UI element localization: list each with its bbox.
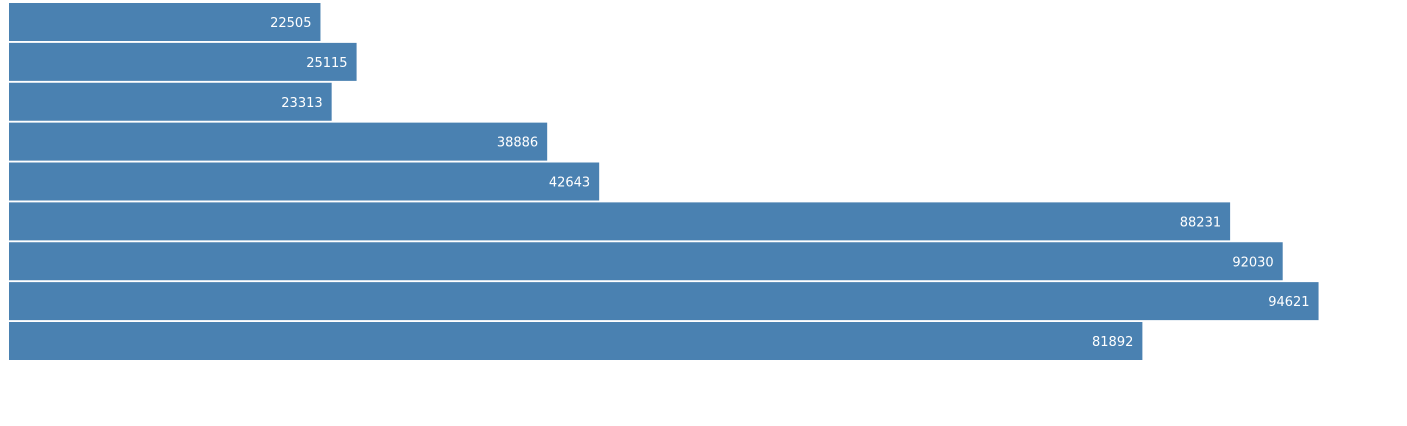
bar-value-label-9: 81892: [1092, 335, 1133, 350]
bar-8: [9, 282, 1319, 321]
bar-value-label-7: 92030: [1232, 255, 1273, 270]
bar-value-label-8: 94621: [1268, 295, 1309, 310]
bar-4: [9, 122, 548, 161]
bar-1: [9, 3, 321, 41]
bar-value-label-4: 38886: [497, 136, 538, 151]
bar-7: [9, 242, 1283, 281]
bar-value-label-6: 88231: [1180, 215, 1221, 230]
bar-9: [9, 322, 1143, 360]
bar-value-label-1: 22505: [270, 16, 311, 31]
bar-value-label-3: 23313: [281, 96, 322, 111]
bar-3: [9, 82, 332, 121]
bar-value-label-2: 25115: [306, 56, 347, 71]
bar-6: [9, 202, 1231, 241]
bars-group: [9, 3, 1319, 360]
bar-labels-group: 22505 25115 23313 38886 42643 88231 92030 94621…: [270, 16, 1309, 350]
bar-value-label-5: 42643: [549, 176, 590, 191]
bar-5: [9, 162, 600, 201]
bar-2: [9, 42, 357, 81]
